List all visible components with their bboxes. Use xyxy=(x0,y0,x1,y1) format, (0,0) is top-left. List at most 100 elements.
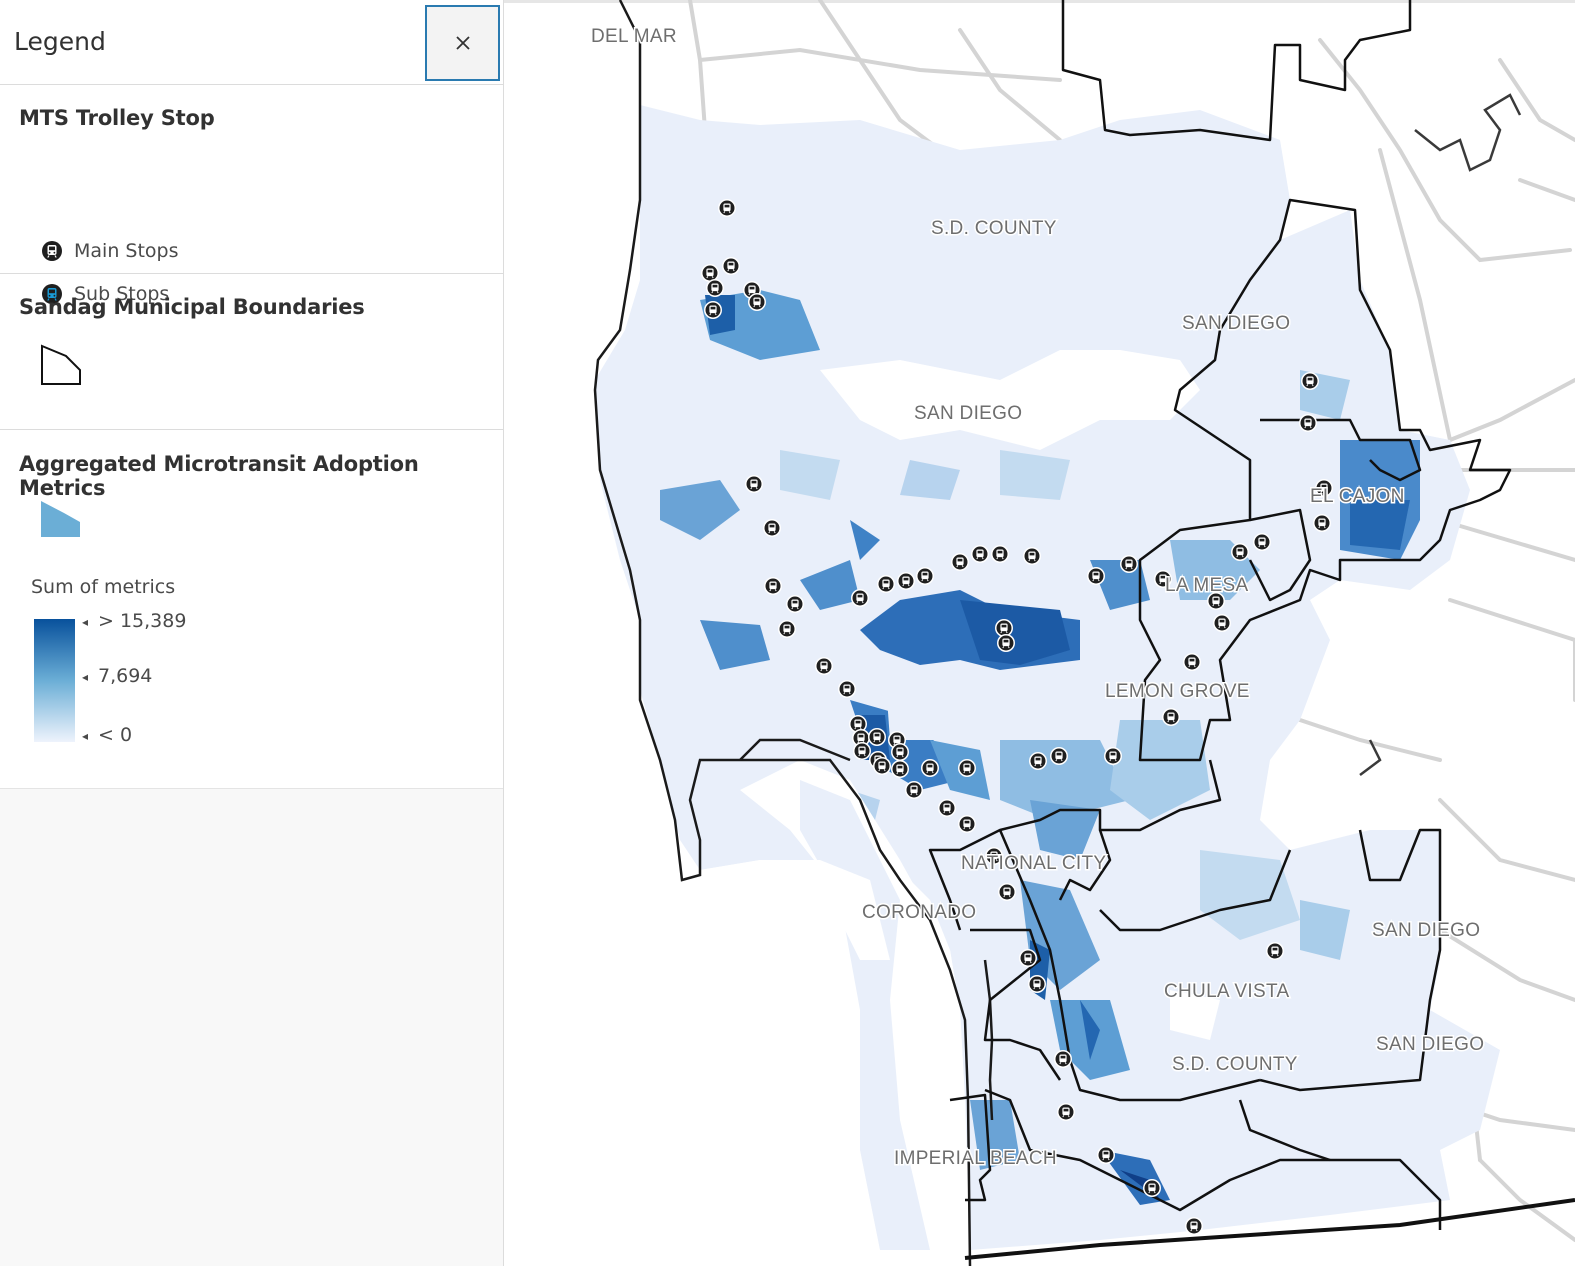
trolley-stop-marker[interactable] xyxy=(764,577,782,595)
trolley-stop-marker[interactable] xyxy=(838,680,856,698)
trolley-stop-marker[interactable] xyxy=(1023,547,1041,565)
trolley-stop-marker[interactable] xyxy=(704,301,722,319)
polygon-outline-icon xyxy=(41,344,81,385)
legend-item-label: Sub Stops xyxy=(74,283,170,305)
trolley-stop-marker[interactable] xyxy=(1315,479,1333,497)
trolley-stop-marker[interactable] xyxy=(786,595,804,613)
layer-title-metrics: Aggregated Microtransit Adoption Metrics xyxy=(19,452,419,500)
trolley-stop-marker[interactable] xyxy=(991,545,1009,563)
legend-item-label: Main Stops xyxy=(74,240,179,262)
ramp-mid-label: 7,694 xyxy=(98,665,153,687)
ramp-tick: ◂ xyxy=(82,729,89,743)
trolley-stop-marker[interactable] xyxy=(995,619,1013,637)
trolley-stop-marker[interactable] xyxy=(951,553,969,571)
trolley-icon xyxy=(42,241,62,261)
place-labels: DEL MAR S.D. COUNTY SAN DIEGO SAN DIEGO … xyxy=(590,25,1486,1171)
trolley-stop-marker[interactable] xyxy=(1087,567,1105,585)
legend-item-sub-stops: Sub Stops xyxy=(41,283,169,305)
trolley-stop-marker[interactable] xyxy=(701,264,719,282)
trolley-stop-marker[interactable] xyxy=(1313,514,1331,532)
trolley-stop-marker[interactable] xyxy=(891,743,909,761)
ramp-tick: ◂ xyxy=(82,670,89,684)
trolley-stop-marker[interactable] xyxy=(938,799,956,817)
trolley-stop-marker[interactable] xyxy=(1143,1179,1161,1197)
trolley-stop-marker[interactable] xyxy=(897,572,915,590)
legend-panel: Legend MTS Trolley Stop xyxy=(0,0,504,1266)
place-label: SAN DIEGO xyxy=(1376,1034,1484,1055)
trolley-stop-marker[interactable] xyxy=(1301,372,1319,390)
place-label: SAN DIEGO xyxy=(914,403,1022,424)
legend-layer-boundaries: Sandag Municipal Boundaries xyxy=(0,274,503,430)
place-label: IMPERIAL BEACH xyxy=(894,1148,1057,1169)
map-canvas[interactable]: DEL MAR S.D. COUNTY SAN DIEGO SAN DIEGO … xyxy=(504,0,1575,1266)
trolley-stop-marker[interactable] xyxy=(1213,614,1231,632)
trolley-stop-marker[interactable] xyxy=(1231,543,1249,561)
place-label: CORONADO xyxy=(862,902,976,923)
trolley-stop-marker[interactable] xyxy=(722,257,740,275)
trolley-stop-marker[interactable] xyxy=(916,567,934,585)
trolley-stop-marker[interactable] xyxy=(873,757,891,775)
legend-item-main-stops: Main Stops xyxy=(41,240,179,262)
trolley-stop-marker[interactable] xyxy=(971,545,989,563)
trolley-stop-marker[interactable] xyxy=(1029,752,1047,770)
polygon-fill-icon xyxy=(41,501,80,537)
trolley-stop-marker[interactable] xyxy=(815,657,833,675)
trolley-stop-marker[interactable] xyxy=(921,759,939,777)
place-label: S.D. COUNTY xyxy=(1172,1054,1298,1075)
trolley-stop-marker[interactable] xyxy=(1097,1146,1115,1164)
trolley-stop-marker[interactable] xyxy=(905,781,923,799)
trolley-stop-marker[interactable] xyxy=(998,883,1016,901)
trolley-stop-marker[interactable] xyxy=(718,199,736,217)
map-view[interactable]: DEL MAR S.D. COUNTY SAN DIEGO SAN DIEGO … xyxy=(504,0,1575,1266)
trolley-stop-marker[interactable] xyxy=(1253,533,1271,551)
trolley-stop-marker[interactable] xyxy=(997,634,1015,652)
trolley-stop-marker[interactable] xyxy=(748,293,766,311)
map-voids xyxy=(820,350,1220,1040)
ramp-tick: ◂ xyxy=(82,615,89,629)
layer-title-boundaries: Sandag Municipal Boundaries xyxy=(19,295,365,319)
ramp-low-label: < 0 xyxy=(98,724,133,746)
trolley-stop-marker[interactable] xyxy=(851,589,869,607)
trolley-stop-marker[interactable] xyxy=(877,575,895,593)
trolley-stop-marker[interactable] xyxy=(849,715,867,733)
trolley-stop-marker[interactable] xyxy=(958,815,976,833)
trolley-stop-marker[interactable] xyxy=(1057,1103,1075,1121)
trolley-stop-marker[interactable] xyxy=(1028,975,1046,993)
trolley-stop-marker[interactable] xyxy=(1185,1217,1203,1235)
place-label: CHULA VISTA xyxy=(1164,981,1289,1002)
trolley-stop-marker[interactable] xyxy=(891,760,909,778)
international-border xyxy=(964,1198,1575,1260)
trolley-stop-marker[interactable] xyxy=(1162,708,1180,726)
trolley-stop-marker[interactable] xyxy=(1299,414,1317,432)
ramp-high-label: > 15,389 xyxy=(98,610,187,632)
trolley-stop-marker[interactable] xyxy=(852,729,870,747)
trolley-stop-marker[interactable] xyxy=(1154,570,1172,588)
place-label: LA MESA xyxy=(1165,575,1248,596)
trolley-stop-marker[interactable] xyxy=(1120,555,1138,573)
trolley-stop-marker[interactable] xyxy=(1019,949,1037,967)
place-label: S.D. COUNTY xyxy=(931,218,1057,239)
trolley-stop-marker[interactable] xyxy=(853,742,871,760)
ramp-field-label: Sum of metrics xyxy=(31,576,176,598)
trolley-stop-marker[interactable] xyxy=(958,759,976,777)
trolley-stop-marker[interactable] xyxy=(745,475,763,493)
trolley-stop-marker[interactable] xyxy=(763,519,781,537)
trolley-stops[interactable] xyxy=(701,199,1333,1235)
trolley-stop-marker[interactable] xyxy=(1050,747,1068,765)
trolley-stop-marker[interactable] xyxy=(778,620,796,638)
map-top-edge xyxy=(504,0,1575,3)
legend-layer-metrics: Aggregated Microtransit Adoption Metrics… xyxy=(0,430,503,788)
place-label: SAN DIEGO xyxy=(1372,920,1480,941)
legend-layer-trolley: MTS Trolley Stop Main Stops xyxy=(0,85,503,305)
close-button[interactable] xyxy=(425,5,500,81)
trolley-stop-marker[interactable] xyxy=(1104,747,1122,765)
place-label: NATIONAL CITY xyxy=(961,853,1106,874)
trolley-stop-marker[interactable] xyxy=(1054,1050,1072,1068)
trolley-stop-marker[interactable] xyxy=(1266,942,1284,960)
trolley-stop-marker[interactable] xyxy=(868,728,886,746)
trolley-stop-marker[interactable] xyxy=(1183,653,1201,671)
trolley-stop-marker[interactable] xyxy=(985,847,1003,865)
place-label: DEL MAR xyxy=(591,26,677,47)
trolley-stop-marker[interactable] xyxy=(706,279,724,297)
trolley-stop-marker[interactable] xyxy=(1207,592,1225,610)
